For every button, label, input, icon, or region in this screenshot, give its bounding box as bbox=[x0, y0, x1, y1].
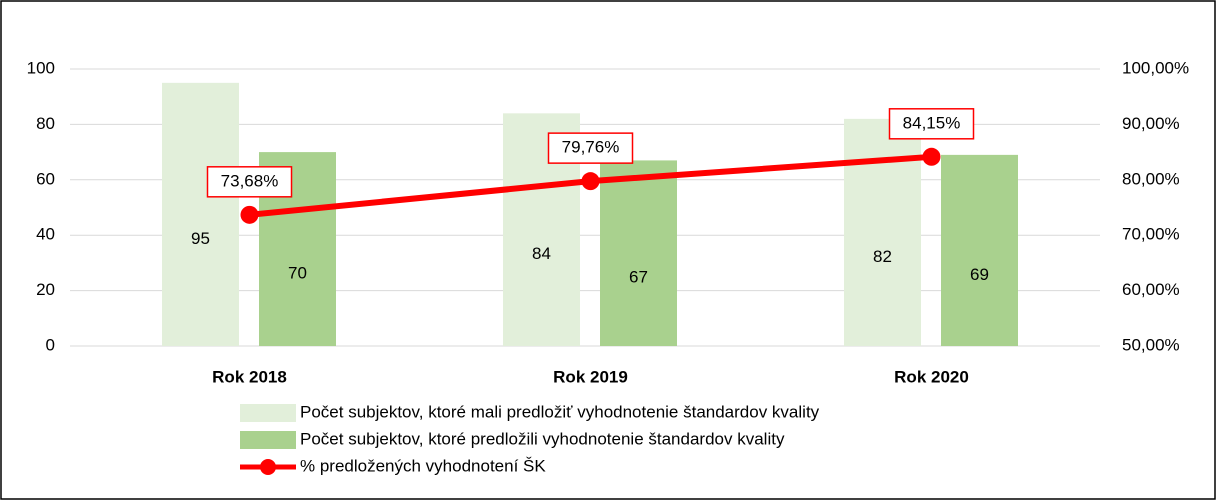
line-marker bbox=[922, 147, 941, 166]
line-value-label: 84,15% bbox=[903, 113, 961, 132]
y2-tick-label: 90,00% bbox=[1122, 114, 1180, 133]
bar bbox=[844, 118, 921, 346]
legend-label: Počet subjektov, ktoré predložili vyhodn… bbox=[300, 429, 785, 448]
legend-swatch bbox=[240, 404, 296, 422]
x-tick-label: Rok 2020 bbox=[894, 367, 969, 386]
x-tick-label: Rok 2018 bbox=[212, 367, 287, 386]
legend-marker bbox=[260, 459, 276, 475]
legend-label: Počet subjektov, ktoré mali predložiť vy… bbox=[300, 402, 820, 421]
y2-tick-label: 70,00% bbox=[1122, 225, 1180, 244]
y2-tick-label: 100,00% bbox=[1122, 58, 1189, 77]
y-tick-label: 40 bbox=[36, 225, 55, 244]
y-tick-label: 80 bbox=[36, 114, 55, 133]
bar-value-label: 82 bbox=[873, 247, 892, 266]
data-label-box bbox=[206, 166, 293, 198]
line-marker bbox=[240, 205, 259, 224]
bar bbox=[941, 154, 1018, 346]
y-tick-label: 60 bbox=[36, 169, 55, 188]
bar-value-label: 70 bbox=[288, 264, 307, 283]
y2-tick-label: 80,00% bbox=[1122, 169, 1180, 188]
bar bbox=[162, 82, 239, 346]
y-tick-label: 0 bbox=[46, 335, 55, 354]
bar-value-label: 69 bbox=[970, 265, 989, 284]
y-tick-label: 100 bbox=[27, 58, 55, 77]
y2-tick-label: 50,00% bbox=[1122, 335, 1180, 354]
bar-value-label: 84 bbox=[532, 244, 551, 263]
line-value-label: 79,76% bbox=[562, 138, 620, 157]
y2-tick-label: 60,00% bbox=[1122, 280, 1180, 299]
y-tick-label: 20 bbox=[36, 280, 55, 299]
bar-value-label: 67 bbox=[629, 268, 648, 287]
bar-value-label: 95 bbox=[191, 229, 210, 248]
bar bbox=[600, 160, 677, 346]
legend-label: % predložených vyhodnotení ŠK bbox=[300, 456, 546, 475]
legend-swatch bbox=[240, 431, 296, 449]
data-label-box bbox=[547, 132, 634, 164]
line-marker bbox=[581, 172, 600, 191]
data-label-box bbox=[888, 108, 975, 140]
x-tick-label: Rok 2019 bbox=[553, 367, 628, 386]
line-value-label: 73,68% bbox=[221, 171, 279, 190]
